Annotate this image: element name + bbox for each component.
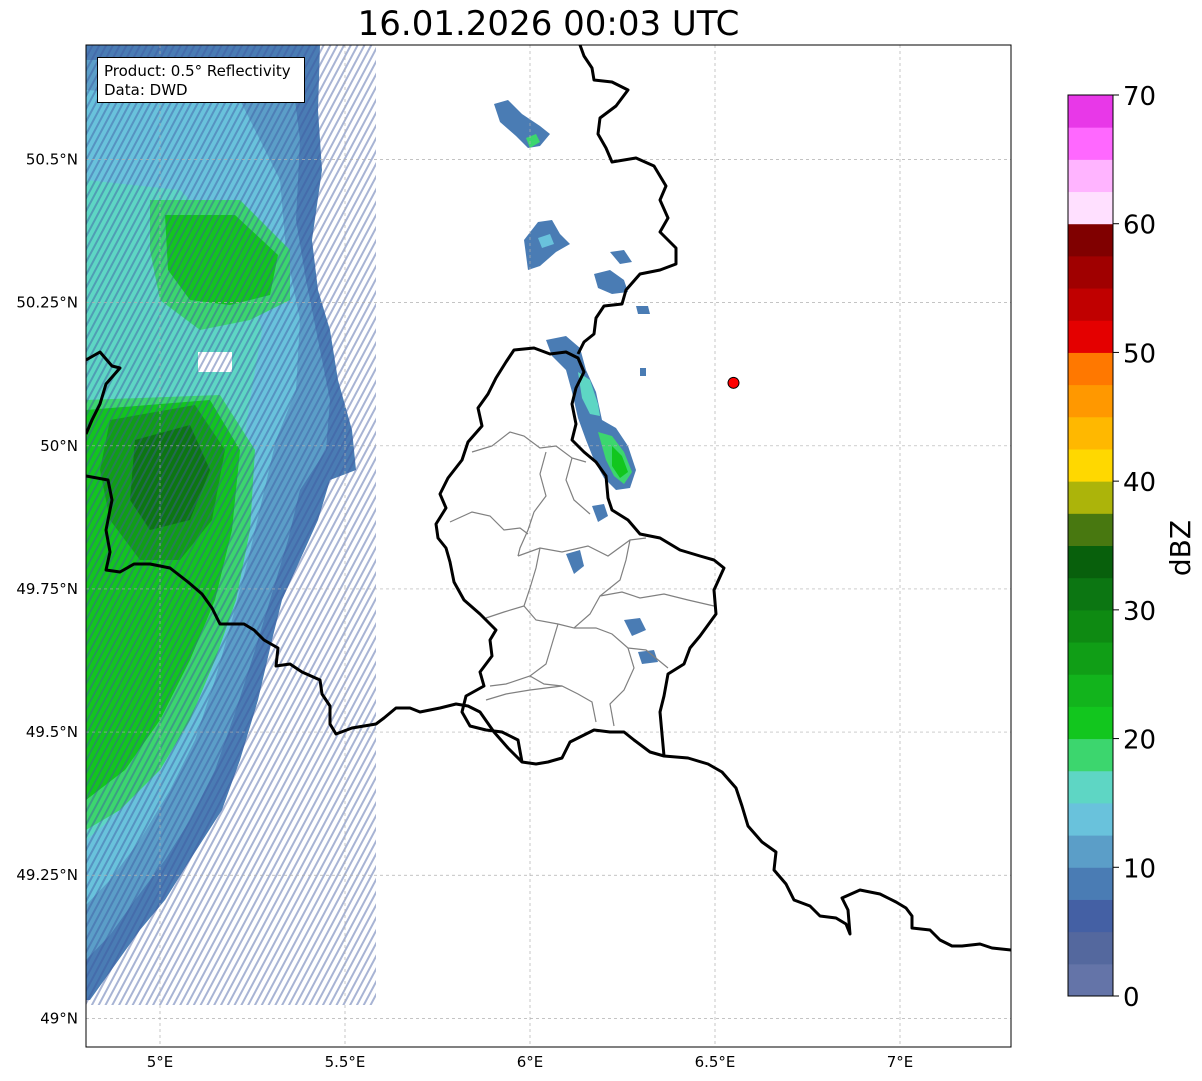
canton-line-9 [489, 623, 559, 687]
colorbar-swatch [1068, 931, 1113, 965]
colorbar-tick-label: 10 [1123, 854, 1156, 884]
colorbar-swatch [1068, 288, 1113, 321]
canton-line-6 [485, 547, 541, 619]
colorbar-swatch [1068, 899, 1113, 933]
echo-east-small-5 [640, 368, 646, 376]
product-label: Product: 0.5° Reflectivity [104, 62, 291, 80]
colorbar-swatch [1068, 706, 1113, 740]
lat-tick-label: 49°N [40, 1009, 78, 1027]
colorbar-swatch [1068, 674, 1113, 707]
colorbar-swatch [1068, 481, 1113, 514]
national-borders [86, 45, 1011, 952]
echo-north-1-core [526, 134, 540, 148]
longitude-tick-labels: 5°E 5.5°E 6°E 6.5°E 7°E [147, 1053, 914, 1071]
canton-line-11 [529, 675, 597, 723]
colorbar-swatch [1068, 545, 1113, 579]
border-belgium-northwest [86, 350, 122, 435]
echo-streak-texture [86, 45, 376, 1005]
colorbar-swatch [1068, 127, 1113, 160]
colorbar-frame [1067, 94, 1114, 997]
colorbar-swatch [1068, 448, 1113, 482]
border-germany-southwest [663, 754, 1011, 952]
lat-tick-label: 50.25°N [16, 294, 78, 312]
canton-line-12 [609, 647, 635, 727]
colorbar-swatch [1068, 609, 1113, 643]
colorbar-tick-label: 40 [1123, 468, 1156, 498]
reflectivity-field [86, 45, 658, 1005]
colorbar-tick-label: 20 [1123, 726, 1156, 756]
lat-tick-label: 49.25°N [16, 866, 78, 884]
lon-tick-label: 7°E [887, 1053, 914, 1071]
colorbar-swatch [1068, 802, 1113, 836]
colorbar-swatch [1068, 255, 1113, 289]
colorbar-tick-label: 70 [1123, 82, 1156, 112]
colorbar-swatch [1068, 642, 1113, 675]
radar-site-marker[interactable] [727, 376, 740, 389]
colorbar-swatch [1068, 159, 1113, 193]
canton-line-13 [485, 685, 563, 701]
lat-tick-label: 49.5°N [26, 723, 78, 741]
canton-line-7 [523, 539, 631, 629]
colorbar-swatch [1068, 320, 1113, 353]
lon-tick-label: 5°E [147, 1053, 174, 1071]
lon-tick-label: 6.5°E [695, 1053, 736, 1071]
canton-line-1 [471, 431, 587, 463]
colorbar-tick-label: 60 [1123, 211, 1156, 241]
colorbar-swatch [1068, 770, 1113, 804]
product-info-box: Product: 0.5° Reflectivity Data: DWD [97, 57, 305, 103]
colorbar-swatch [1068, 352, 1113, 386]
echo-east-small-4 [638, 650, 658, 664]
colorbar-tick-label: 30 [1123, 597, 1156, 627]
gridlines [86, 45, 1011, 1047]
admin-boundaries [449, 431, 715, 727]
colorbar-swatch [1068, 577, 1113, 611]
echo-east-small-1 [592, 504, 608, 522]
data-source-label: Data: DWD [104, 81, 188, 99]
lat-tick-label: 49.75°N [16, 580, 78, 598]
map-title: 16.01.2026 00:03 UTC [357, 4, 740, 44]
colorbar-swatch [1068, 416, 1113, 450]
colorbar-swatch [1068, 513, 1113, 546]
echo-north-3 [594, 270, 628, 294]
echo-east-small-2 [566, 550, 584, 574]
plot-frame [85, 44, 1012, 1048]
lat-tick-label: 50.5°N [26, 151, 78, 169]
border-luxembourg [434, 346, 726, 766]
colorbar-tick-label: 50 [1123, 339, 1156, 369]
echo-east-small-3 [624, 618, 646, 636]
canton-line-10 [574, 627, 669, 669]
colorbar-swatch [1068, 191, 1113, 225]
colorbar-swatch [1068, 738, 1113, 772]
colorbar-swatch [1068, 835, 1113, 868]
colorbar-swatch [1068, 95, 1113, 128]
border-germany-west [576, 45, 678, 355]
echo-north-4 [610, 250, 632, 264]
colorbar-swatch [1068, 223, 1113, 257]
echo-north-2-core [538, 234, 554, 248]
echo-east-band-cyan [578, 372, 600, 416]
colorbar-swatch [1068, 384, 1113, 418]
colorbar-tick-labels: 0 10 20 30 40 50 60 70 [1113, 82, 1156, 1013]
canton-line-8 [599, 591, 715, 607]
colorbar-tick-label: 0 [1123, 983, 1140, 1013]
lon-tick-label: 5.5°E [325, 1053, 366, 1071]
colorbar-swatch [1068, 867, 1113, 900]
echo-east-band-green2 [612, 446, 628, 478]
echo-north-5 [636, 306, 650, 314]
lat-tick-label: 50°N [40, 437, 78, 455]
canton-line-4 [449, 511, 529, 535]
colorbar-swatch [1068, 963, 1113, 997]
colorbar-unit-label: dBZ [1164, 520, 1197, 576]
lon-tick-label: 6°E [517, 1053, 544, 1071]
colorbar [1067, 94, 1114, 997]
canton-line-2 [517, 451, 547, 557]
latitude-tick-labels: 49°N 49.25°N 49.5°N 49.75°N 50°N 50.25°N 50.5°… [16, 151, 78, 1028]
border-france-north [86, 474, 524, 764]
canton-line-3 [565, 457, 591, 515]
